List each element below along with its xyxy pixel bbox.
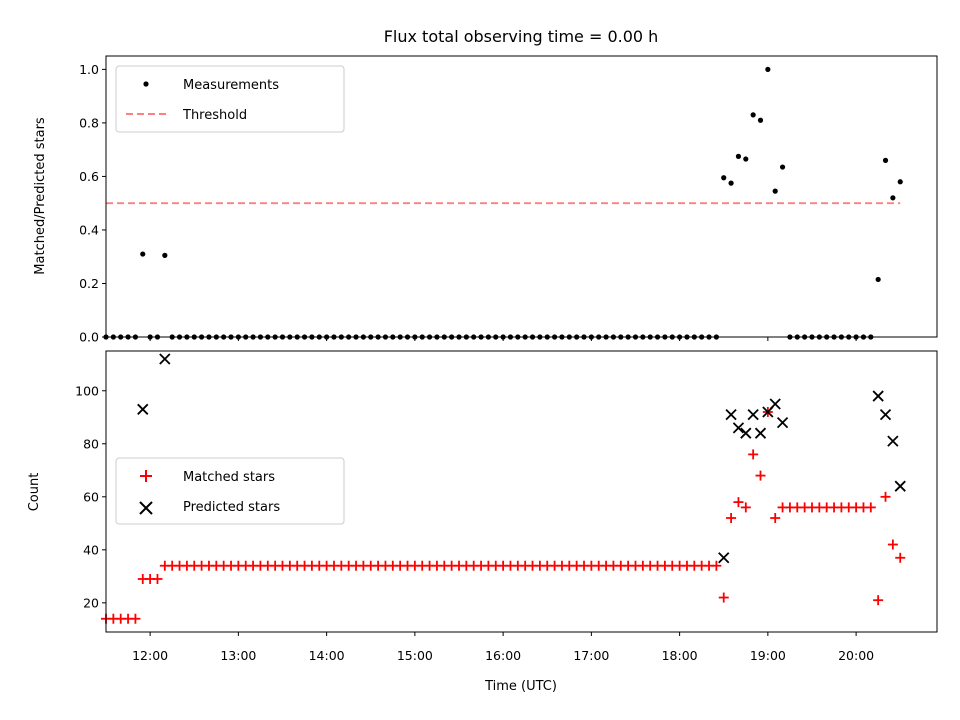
legend-predicted-label: Predicted stars [183, 500, 280, 515]
predicted-star-point [769, 398, 781, 410]
measurement-point [721, 175, 727, 181]
matched-star-point [865, 502, 876, 513]
measurement-point [779, 164, 786, 170]
bottom-y-axis-label: Count [27, 473, 42, 512]
matched-star-point [733, 497, 744, 508]
x-axis-label: Time (UTC) [484, 679, 557, 694]
bottom-y-tick-label: 60 [83, 489, 99, 504]
x-tick-label: 13:00 [220, 648, 256, 663]
matched-star-point [726, 513, 737, 524]
predicted-star-point [718, 552, 730, 564]
measurement-point [162, 252, 168, 258]
measurement-point [890, 195, 896, 201]
matched-star-point [748, 449, 759, 460]
top-y-tick-label: 0.8 [79, 115, 99, 130]
x-tick-label: 16:00 [485, 648, 521, 663]
legend-measurements-label: Measurements [183, 78, 279, 93]
measurement-point [728, 180, 734, 186]
x-tick-label: 20:00 [838, 648, 874, 663]
predicted-star-point [894, 480, 906, 492]
matched-star-point [880, 491, 891, 502]
legend-matched-label: Matched stars [183, 470, 275, 485]
bottom-y-tick-label: 80 [83, 436, 99, 451]
bottom-y-ticks: 20 40 60 80 100 [75, 383, 106, 610]
top-chart-title: Flux total observing time = 0.00 h [384, 27, 659, 46]
legend-measurements-marker [143, 81, 149, 87]
legend-matched-marker [140, 470, 152, 482]
measurement-point [875, 276, 881, 283]
top-y-axis-label: Matched/Predicted stars [33, 117, 48, 275]
measurement-point [757, 117, 764, 123]
predicted-star-point [776, 416, 789, 429]
matched-star-point [130, 613, 141, 624]
bottom-legend: Matched stars Predicted stars [115, 457, 345, 525]
x-tick-label: 17:00 [573, 648, 609, 663]
bottom-x-ticks: 12:00 13:00 14:00 15:00 16:00 17:00 18:00 19:00… [132, 632, 874, 663]
top-legend-box [115, 65, 345, 133]
legend-predicted-marker [139, 501, 153, 515]
measurement-point [735, 153, 742, 159]
bottom-legend-box [115, 457, 345, 525]
x-tick-label: 14:00 [309, 648, 345, 663]
x-tick-label: 19:00 [750, 648, 786, 663]
predicted-star-point [872, 390, 884, 402]
x-tick-label: 12:00 [132, 648, 168, 663]
predicted-star-point [754, 427, 767, 439]
top-y-tick-label: 0.0 [79, 330, 99, 345]
measurement-point [897, 179, 903, 185]
bottom-y-tick-label: 40 [83, 542, 99, 557]
predicted-star-point [732, 422, 745, 434]
predicted-star-point [159, 353, 171, 365]
measurement-point [772, 188, 778, 194]
legend-threshold-label: Threshold [182, 108, 247, 123]
matched-star-point [755, 470, 766, 481]
top-y-tick-label: 0.6 [79, 169, 99, 184]
matched-star-point [718, 592, 729, 603]
predicted-star-point [137, 403, 149, 415]
x-tick-label: 18:00 [662, 648, 698, 663]
predicted-star-point [879, 408, 892, 421]
x-tick-label: 15:00 [397, 648, 433, 663]
bottom-axes-frame [105, 350, 938, 633]
matched-star-point [740, 502, 751, 513]
top-y-tick-label: 1.0 [79, 62, 99, 77]
bottom-y-tick-label: 100 [75, 383, 99, 398]
matched-star-point [887, 539, 898, 550]
measurement-point [765, 66, 771, 72]
top-y-tick-label: 0.2 [79, 276, 99, 291]
measurement-point [743, 156, 749, 162]
measurement-point [140, 251, 146, 257]
matched-star-point [770, 513, 781, 524]
bottom-y-tick-label: 20 [83, 595, 99, 610]
matched-star-point [711, 560, 722, 571]
predicted-star-point [725, 408, 737, 421]
matched-star-point [895, 552, 906, 563]
measurement-point [750, 112, 756, 118]
predicted-star-point [887, 435, 899, 447]
top-panel: Flux total observing time = 0.00 h Match… [33, 27, 938, 345]
matched-star-point [152, 573, 163, 584]
top-y-tick-label: 0.4 [79, 222, 99, 237]
predicted-star-point [740, 427, 752, 439]
bottom-plot-marks [101, 353, 906, 624]
measurement-point [882, 157, 889, 163]
matched-star-point [873, 595, 884, 606]
top-axes-frame [105, 55, 938, 338]
predicted-star-point [747, 408, 759, 421]
top-legend: Measurements Threshold [115, 65, 345, 133]
top-y-ticks: 0.0 0.2 0.4 0.6 0.8 1.0 [79, 62, 106, 345]
